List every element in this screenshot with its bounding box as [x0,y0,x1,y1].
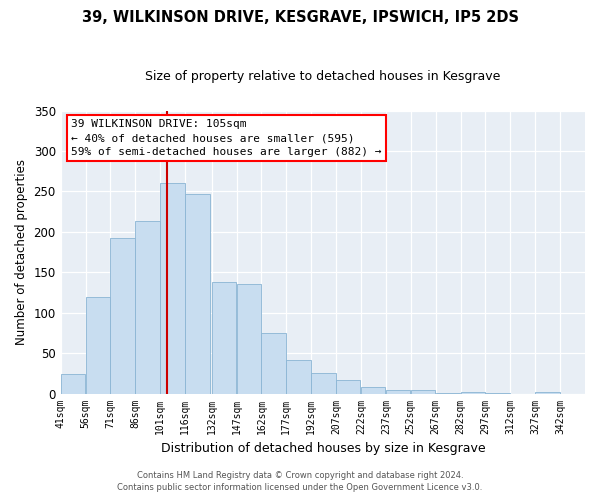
Bar [461,392,485,394]
Bar [286,360,311,394]
Text: 39, WILKINSON DRIVE, KESGRAVE, IPSWICH, IP5 2DS: 39, WILKINSON DRIVE, KESGRAVE, IPSWICH, … [82,10,518,25]
Y-axis label: Number of detached properties: Number of detached properties [15,159,28,345]
Bar [311,374,335,394]
Bar [411,390,435,394]
Bar [262,333,286,394]
Bar [110,238,135,394]
Title: Size of property relative to detached houses in Kesgrave: Size of property relative to detached ho… [145,70,500,83]
Bar [386,390,410,394]
X-axis label: Distribution of detached houses by size in Kesgrave: Distribution of detached houses by size … [161,442,485,455]
Bar [535,392,560,394]
Bar [160,182,185,394]
Bar [236,284,261,394]
Bar [185,194,209,394]
Bar [336,380,361,394]
Bar [361,387,385,394]
Bar [86,296,110,394]
Bar [212,282,236,394]
Text: 39 WILKINSON DRIVE: 105sqm
← 40% of detached houses are smaller (595)
59% of sem: 39 WILKINSON DRIVE: 105sqm ← 40% of deta… [71,119,382,157]
Bar [436,392,460,394]
Bar [485,392,510,394]
Bar [136,220,160,394]
Bar [61,374,85,394]
Text: Contains HM Land Registry data © Crown copyright and database right 2024.
Contai: Contains HM Land Registry data © Crown c… [118,471,482,492]
